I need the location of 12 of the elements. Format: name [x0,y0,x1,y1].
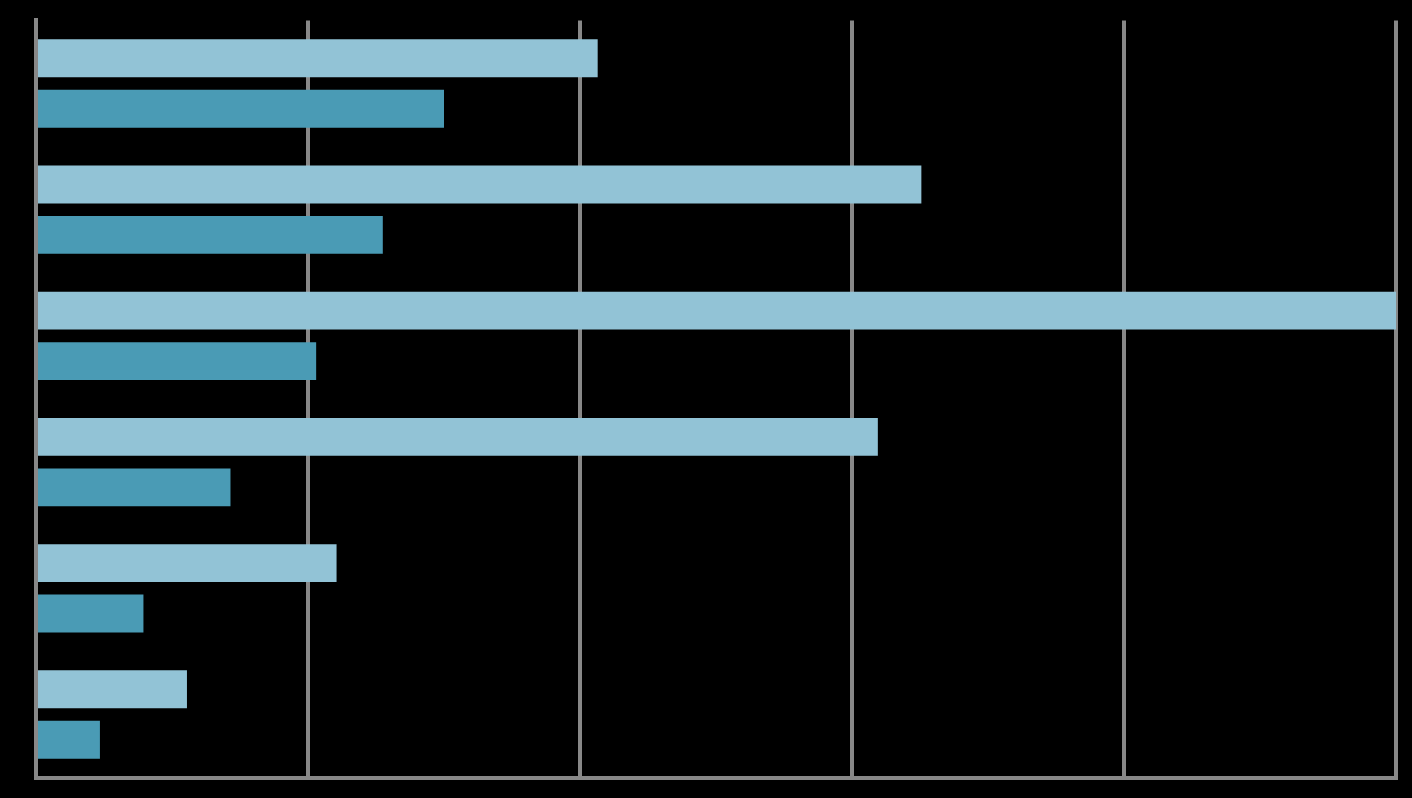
bar [38,544,337,582]
bar [38,89,444,128]
bar [38,216,383,254]
bar [38,342,317,381]
bar [38,165,922,204]
bar [38,417,878,456]
bar [38,720,100,759]
bar [38,468,231,507]
bar [38,594,144,633]
bar [38,39,598,78]
bar [38,291,1396,330]
bar [38,670,187,709]
